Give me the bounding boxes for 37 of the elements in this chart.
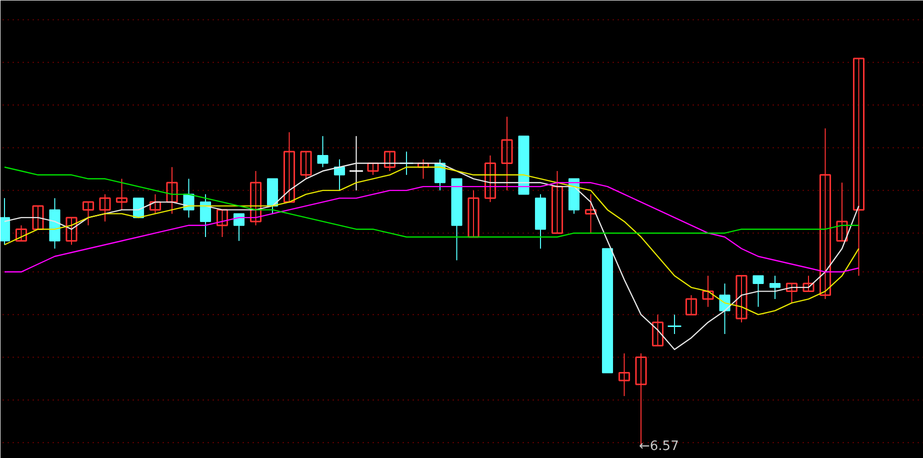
candlestick <box>32 205 44 230</box>
candlestick <box>200 194 212 238</box>
candlestick <box>819 128 832 300</box>
candlestick <box>484 155 496 203</box>
candlestick <box>15 224 28 242</box>
candlestick <box>283 132 296 203</box>
candlestick <box>802 275 814 292</box>
candlestick <box>836 182 848 242</box>
candlestick <box>584 194 597 234</box>
candlestick <box>82 201 94 226</box>
candlestick <box>417 158 430 180</box>
candlestick <box>468 190 480 238</box>
annotation: ←6.57 <box>639 439 679 454</box>
candlestick <box>551 170 564 234</box>
candlestick <box>618 352 630 397</box>
candlestick <box>752 275 764 308</box>
candlestick <box>99 194 111 222</box>
candlestick <box>852 58 865 276</box>
candlestick <box>769 275 781 300</box>
candlestick <box>334 158 346 191</box>
candlestick <box>384 150 396 172</box>
candlestick <box>300 150 312 180</box>
candlestick <box>501 116 513 191</box>
candlestick <box>736 275 748 323</box>
candlestick <box>116 178 128 210</box>
candlestick <box>317 136 328 168</box>
candlestick <box>652 314 664 346</box>
candlestick <box>149 194 162 214</box>
candlestick <box>166 166 178 214</box>
candlestick <box>702 275 714 308</box>
candlestick <box>786 282 798 304</box>
candlestick <box>216 209 228 238</box>
candlestick <box>66 216 78 246</box>
candlestick <box>250 170 262 226</box>
candlestick <box>367 162 379 176</box>
candlestick <box>685 294 698 316</box>
candlestick <box>233 213 245 242</box>
